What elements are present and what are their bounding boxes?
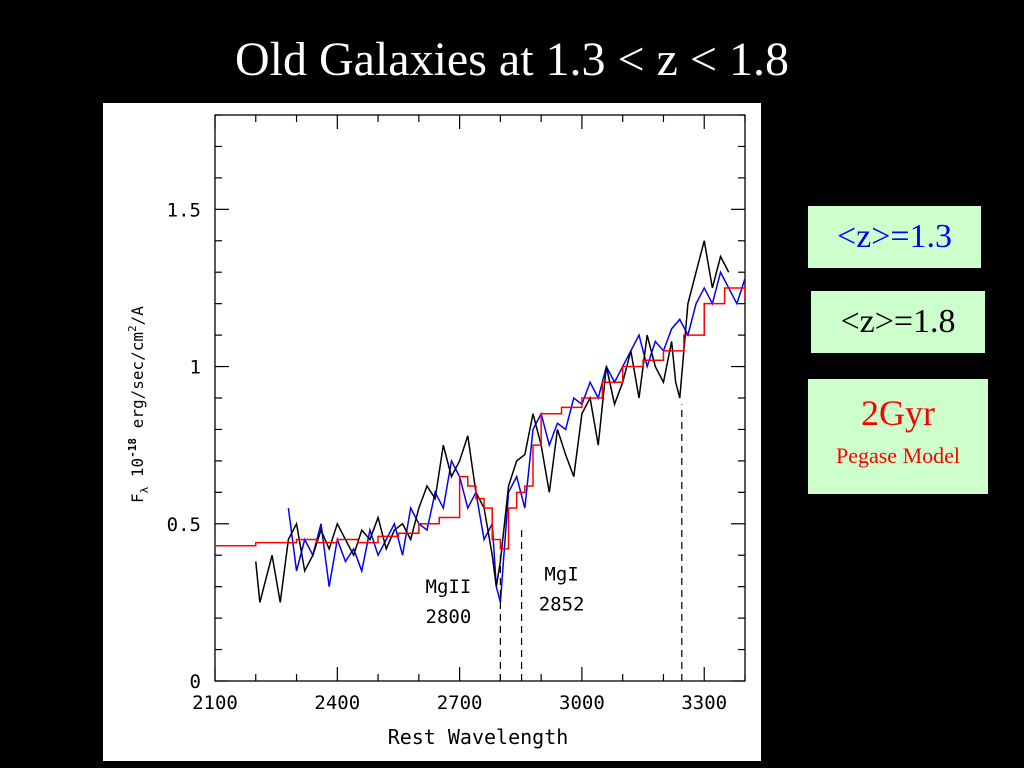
annotation-value: 2800 <box>426 606 472 628</box>
y-label-sub: λ <box>138 486 151 493</box>
y-label-units-exp: 2 <box>126 325 139 332</box>
x-tick-label: 3000 <box>559 692 605 714</box>
y-label-f: F <box>128 493 147 503</box>
legend-z13: <z>=1.3 <box>808 206 981 268</box>
y-tick-label: 1.5 <box>167 199 201 221</box>
x-axis-label: Rest Wavelength <box>388 725 569 749</box>
y-tick-label: 0 <box>190 671 201 693</box>
x-tick-label: 2700 <box>437 692 483 714</box>
spectrum-chart: Fλ 10-18 erg/sec/cm2/A Rest Wavelength 2… <box>103 103 761 761</box>
legend-model: 2Gyr Pegase Model <box>808 379 988 494</box>
plot-frame <box>214 114 746 682</box>
y-tick-label: 0.5 <box>167 514 201 536</box>
x-tick-label: 2100 <box>192 692 238 714</box>
y-label-units: erg/sec/cm <box>128 332 147 428</box>
slide-title: Old Galaxies at 1.3 < z < 1.8 <box>234 33 789 86</box>
chart-svg: Fλ 10-18 erg/sec/cm2/A Rest Wavelength 2… <box>126 114 746 749</box>
x-tick-label: 3300 <box>681 692 727 714</box>
y-label-exp-base: 10 <box>128 458 147 477</box>
legend-z18: <z>=1.8 <box>811 291 985 353</box>
annotation-value: 2852 <box>539 593 585 615</box>
legend-model-label: 2Gyr <box>861 393 935 433</box>
y-axis-label: Fλ 10-18 erg/sec/cm2/A <box>126 306 151 503</box>
series-line-3 <box>215 287 746 550</box>
svg-text:Fλ 10-18 erg/sec/cm2/A: Fλ 10-18 erg/sec/cm2/A <box>126 306 151 503</box>
x-tick-label: 2400 <box>314 692 360 714</box>
series-line-2 <box>255 240 730 603</box>
y-tick-label: 1 <box>190 357 201 379</box>
annotation-label: MgII <box>426 576 472 598</box>
legend-z13-label: <z>=1.3 <box>836 218 953 255</box>
y-label-units-tail: /A <box>128 306 147 326</box>
annotation-label: MgI <box>544 563 578 585</box>
y-label-exp: -18 <box>126 438 139 458</box>
legend-model-sublabel: Pegase Model <box>835 443 961 468</box>
series-line-1 <box>287 270 746 603</box>
legend-z18-label: <z>=1.8 <box>840 303 956 340</box>
